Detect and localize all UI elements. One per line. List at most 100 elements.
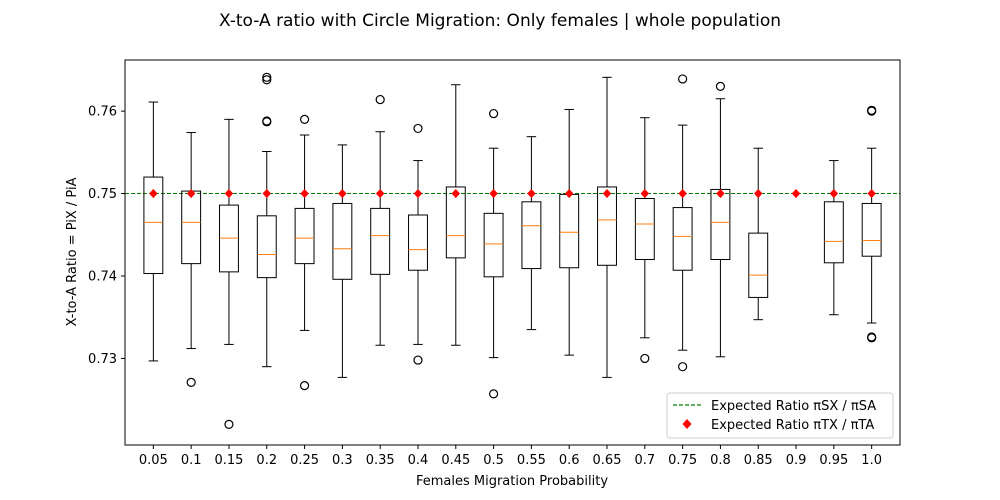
expected-ratio-point: [149, 188, 158, 199]
y-tick-label: 0.75: [88, 187, 117, 202]
expected-ratio-point: [867, 188, 876, 199]
iqr-box: [823, 201, 844, 264]
outlier-point: [488, 389, 499, 399]
x-tick-label: 0.9: [786, 453, 807, 468]
box-0.75: [672, 74, 693, 372]
iqr-box: [256, 215, 277, 279]
expected-ratio-point: [678, 188, 687, 199]
iqr-box: [559, 193, 580, 269]
iqr-box: [672, 207, 693, 271]
plot-frame: [124, 59, 901, 446]
x-tick-label: 0.75: [668, 453, 697, 468]
x-tick-label: 1.0: [861, 453, 882, 468]
box-0.5: [483, 108, 504, 399]
x-tick-label: 0.4: [408, 453, 429, 468]
expected-ratio-point: [300, 188, 309, 199]
expected-ratio-point: [224, 188, 234, 199]
legend-points-label: Expected Ratio πTX / πTA: [711, 418, 874, 433]
outlier-point: [867, 332, 877, 342]
x-tick-label: 0.95: [819, 453, 848, 468]
expected-ratio-point: [565, 188, 574, 199]
expected-ratio-point: [413, 188, 423, 199]
iqr-box: [332, 202, 353, 280]
iqr-box: [597, 186, 617, 266]
outlier-point: [640, 353, 650, 364]
y-tick-label: 0.73: [88, 352, 117, 367]
expected-ratio-point: [375, 188, 385, 199]
expected-ratio-point: [527, 188, 536, 199]
expected-ratio-point: [262, 188, 271, 199]
expected-ratio-point: [640, 188, 650, 199]
box-0.4: [408, 123, 428, 365]
expected-ratio-point: [829, 188, 839, 199]
iqr-box: [181, 190, 202, 265]
box-0.35: [370, 94, 391, 346]
outlier-point: [413, 123, 423, 134]
outlier-point: [224, 419, 234, 429]
x-tick-label: 0.7: [634, 453, 655, 468]
outlier-point: [375, 94, 385, 105]
iqr-box: [294, 207, 315, 265]
iqr-box: [521, 201, 542, 270]
x-tick-label: 0.65: [593, 453, 622, 468]
box-0.1: [181, 132, 202, 387]
expected-ratio-point: [489, 188, 498, 199]
x-tick-label: 0.6: [559, 453, 580, 468]
legend-box: [666, 392, 894, 439]
box-0.45: [445, 84, 466, 346]
outlier-point: [678, 362, 688, 372]
outlier-point: [299, 381, 310, 391]
y-tick-label: 0.74: [88, 269, 117, 284]
x-axis-label: Females Migration Probability: [416, 474, 608, 489]
outlier-point: [488, 108, 499, 119]
x-tick-label: 0.3: [332, 453, 353, 468]
iqr-box: [483, 212, 504, 278]
legend-diamond-swatch: [682, 419, 692, 429]
y-axis: 0.73 0.74 0.75 0.76: [88, 105, 125, 367]
expected-ratio-point: [338, 188, 347, 199]
x-tick-label: 0.05: [139, 453, 168, 468]
outlier-point: [262, 72, 272, 82]
box-0.55: [521, 136, 542, 331]
x-tick-label: 0.1: [181, 453, 202, 468]
chart-title: X-to-A ratio with Circle Migration: Only…: [219, 11, 781, 31]
box-0.15: [219, 118, 239, 429]
x-tick-label: 0.55: [517, 453, 546, 468]
x-tick-label: 0.8: [710, 453, 731, 468]
box-1.0: [861, 105, 882, 343]
expected-ratio-point: [451, 188, 460, 199]
box-0.65: [597, 76, 617, 378]
x-tick-label: 0.15: [214, 453, 243, 468]
legend-line-label: Expected Ratio πSX / πSA: [711, 399, 876, 414]
outlier-point: [678, 74, 688, 84]
box-0.6: [559, 108, 580, 356]
outlier-point: [186, 377, 196, 387]
x-tick-label: 0.45: [441, 453, 470, 468]
legend: Expected Ratio πSX / πSA Expected Ratio …: [666, 392, 894, 439]
box-0.85: [748, 147, 769, 321]
expected-ratio-point: [791, 188, 801, 199]
x-tick-label: 0.25: [290, 453, 319, 468]
plot-area: [125, 72, 900, 429]
iqr-box: [748, 232, 769, 298]
x-tick-label: 0.35: [366, 453, 395, 468]
iqr-box: [370, 207, 391, 275]
outlier-point: [715, 81, 726, 91]
outlier-point: [262, 116, 272, 126]
x-tick-label: 0.85: [744, 453, 773, 468]
y-axis-label: X-to-A Ratio = PiX / PiA: [65, 177, 80, 326]
box-0.05: [143, 101, 164, 362]
outlier-point: [262, 75, 272, 85]
box-0.8: [710, 81, 731, 358]
box-0.95: [823, 160, 844, 316]
iqr-box: [408, 214, 428, 271]
expected-ratio-point: [716, 188, 725, 199]
box-0.3: [332, 144, 353, 378]
outlier-point: [867, 105, 877, 115]
y-tick-label: 0.76: [88, 105, 117, 120]
x-tick-label: 0.5: [483, 453, 504, 468]
expected-ratio-point: [754, 188, 763, 199]
outlier-point: [299, 114, 310, 124]
x-axis: 0.05 0.1 0.15 0.2 0.25 0.3 0.35 0.4 0.45 0.5 0.55 0…: [139, 445, 882, 468]
